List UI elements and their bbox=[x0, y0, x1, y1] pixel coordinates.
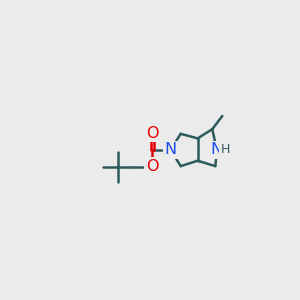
Text: O: O bbox=[146, 159, 158, 174]
Text: N: N bbox=[165, 142, 177, 158]
Text: N: N bbox=[211, 142, 223, 158]
Text: H: H bbox=[221, 143, 230, 156]
Text: O: O bbox=[146, 125, 158, 140]
